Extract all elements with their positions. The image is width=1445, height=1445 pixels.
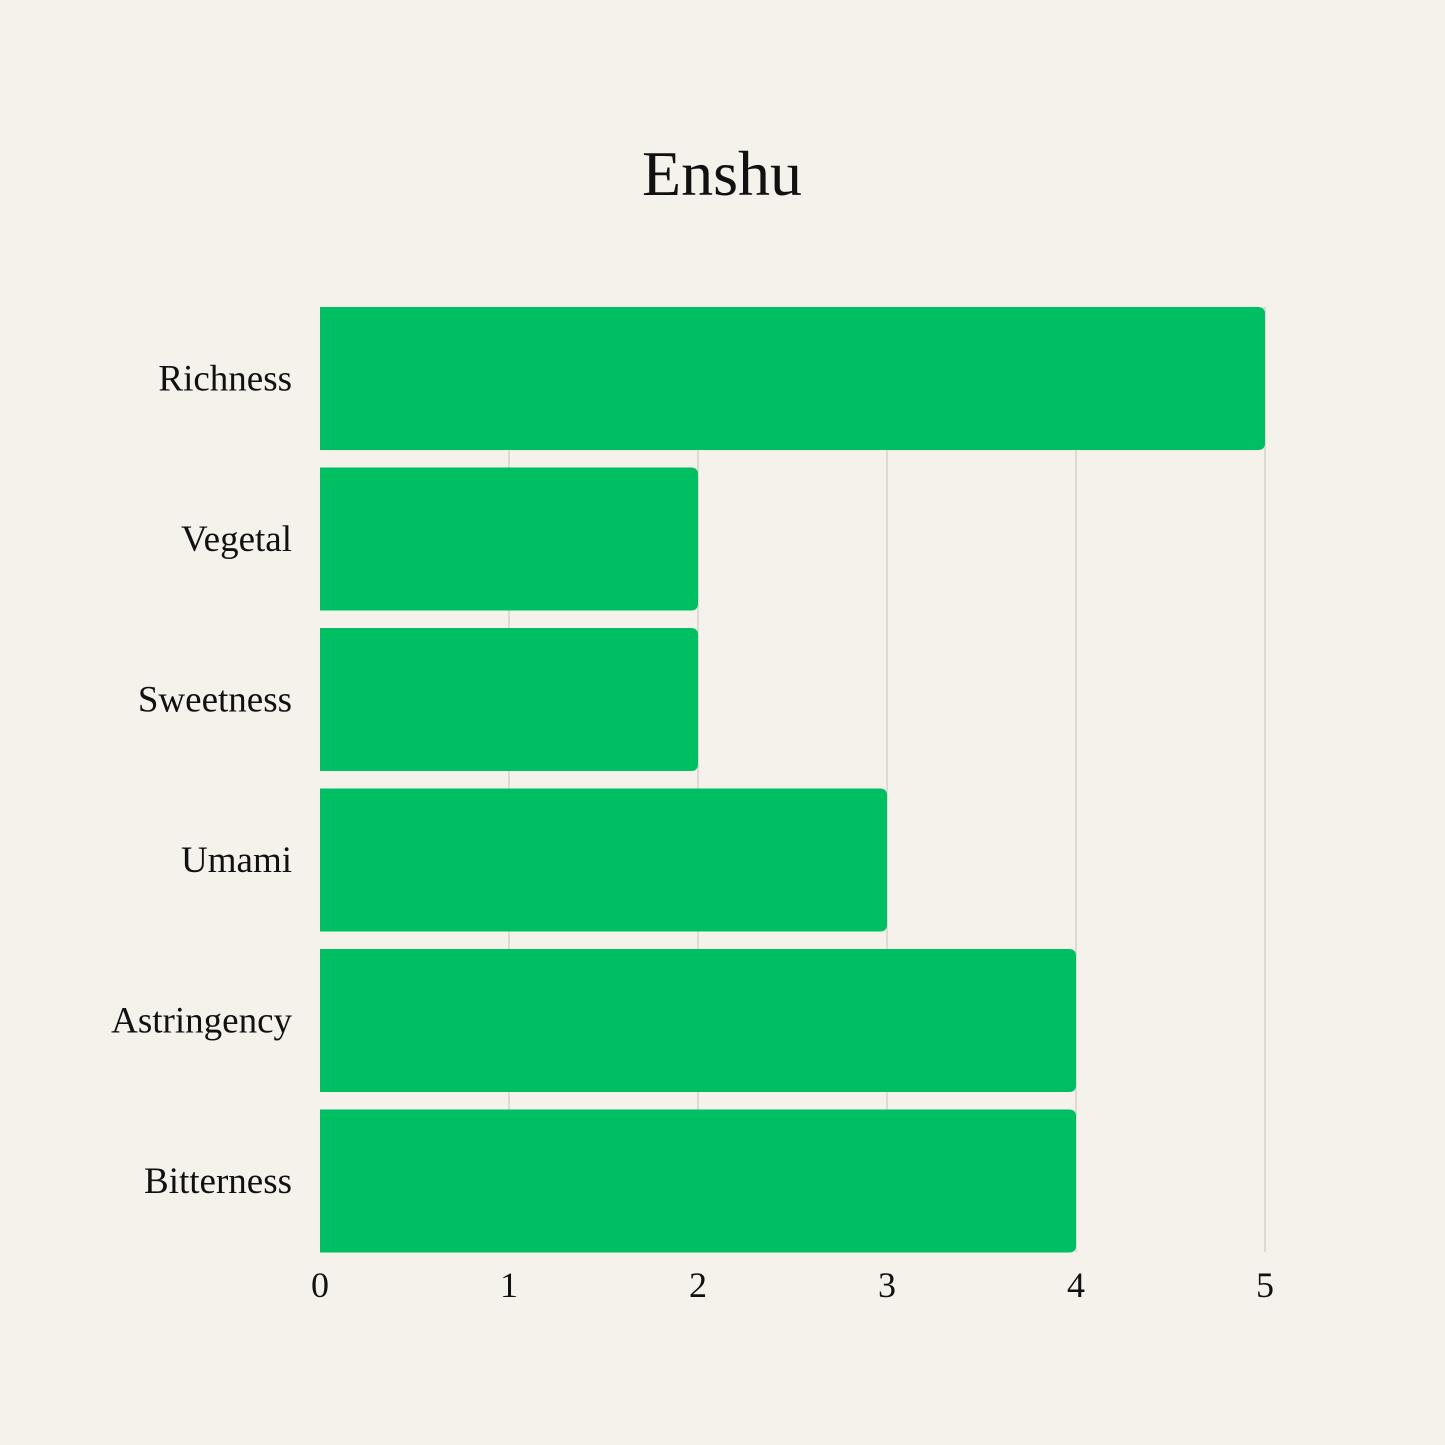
category-label: Sweetness	[138, 680, 292, 721]
category-label: Vegetal	[181, 519, 292, 560]
gridlines	[508, 307, 1266, 1252]
bar-umami	[320, 788, 887, 932]
x-tick-label: 3	[878, 1265, 896, 1305]
bar-astringency	[320, 949, 1076, 1092]
x-tick-label: 1	[500, 1265, 518, 1305]
bar-vegetal	[320, 467, 698, 611]
x-tick-label: 0	[311, 1265, 329, 1305]
category-labels: Richness Vegetal Sweetness Umami Astringency…	[111, 359, 292, 1203]
chart-title: Enshu	[642, 138, 802, 209]
bar-sweetness	[320, 628, 698, 771]
x-tick-label: 4	[1067, 1265, 1085, 1305]
category-label: Bitterness	[144, 1161, 292, 1202]
category-label: Umami	[181, 840, 292, 881]
x-axis-ticks: 0 1 2 3 4 5	[311, 1265, 1274, 1305]
bars	[320, 307, 1265, 1253]
bar-richness	[320, 307, 1265, 450]
bar-bitterness	[320, 1109, 1076, 1253]
x-tick-label: 5	[1256, 1265, 1274, 1305]
category-label: Richness	[158, 359, 292, 400]
category-label: Astringency	[111, 1001, 292, 1042]
x-tick-label: 2	[689, 1265, 707, 1305]
